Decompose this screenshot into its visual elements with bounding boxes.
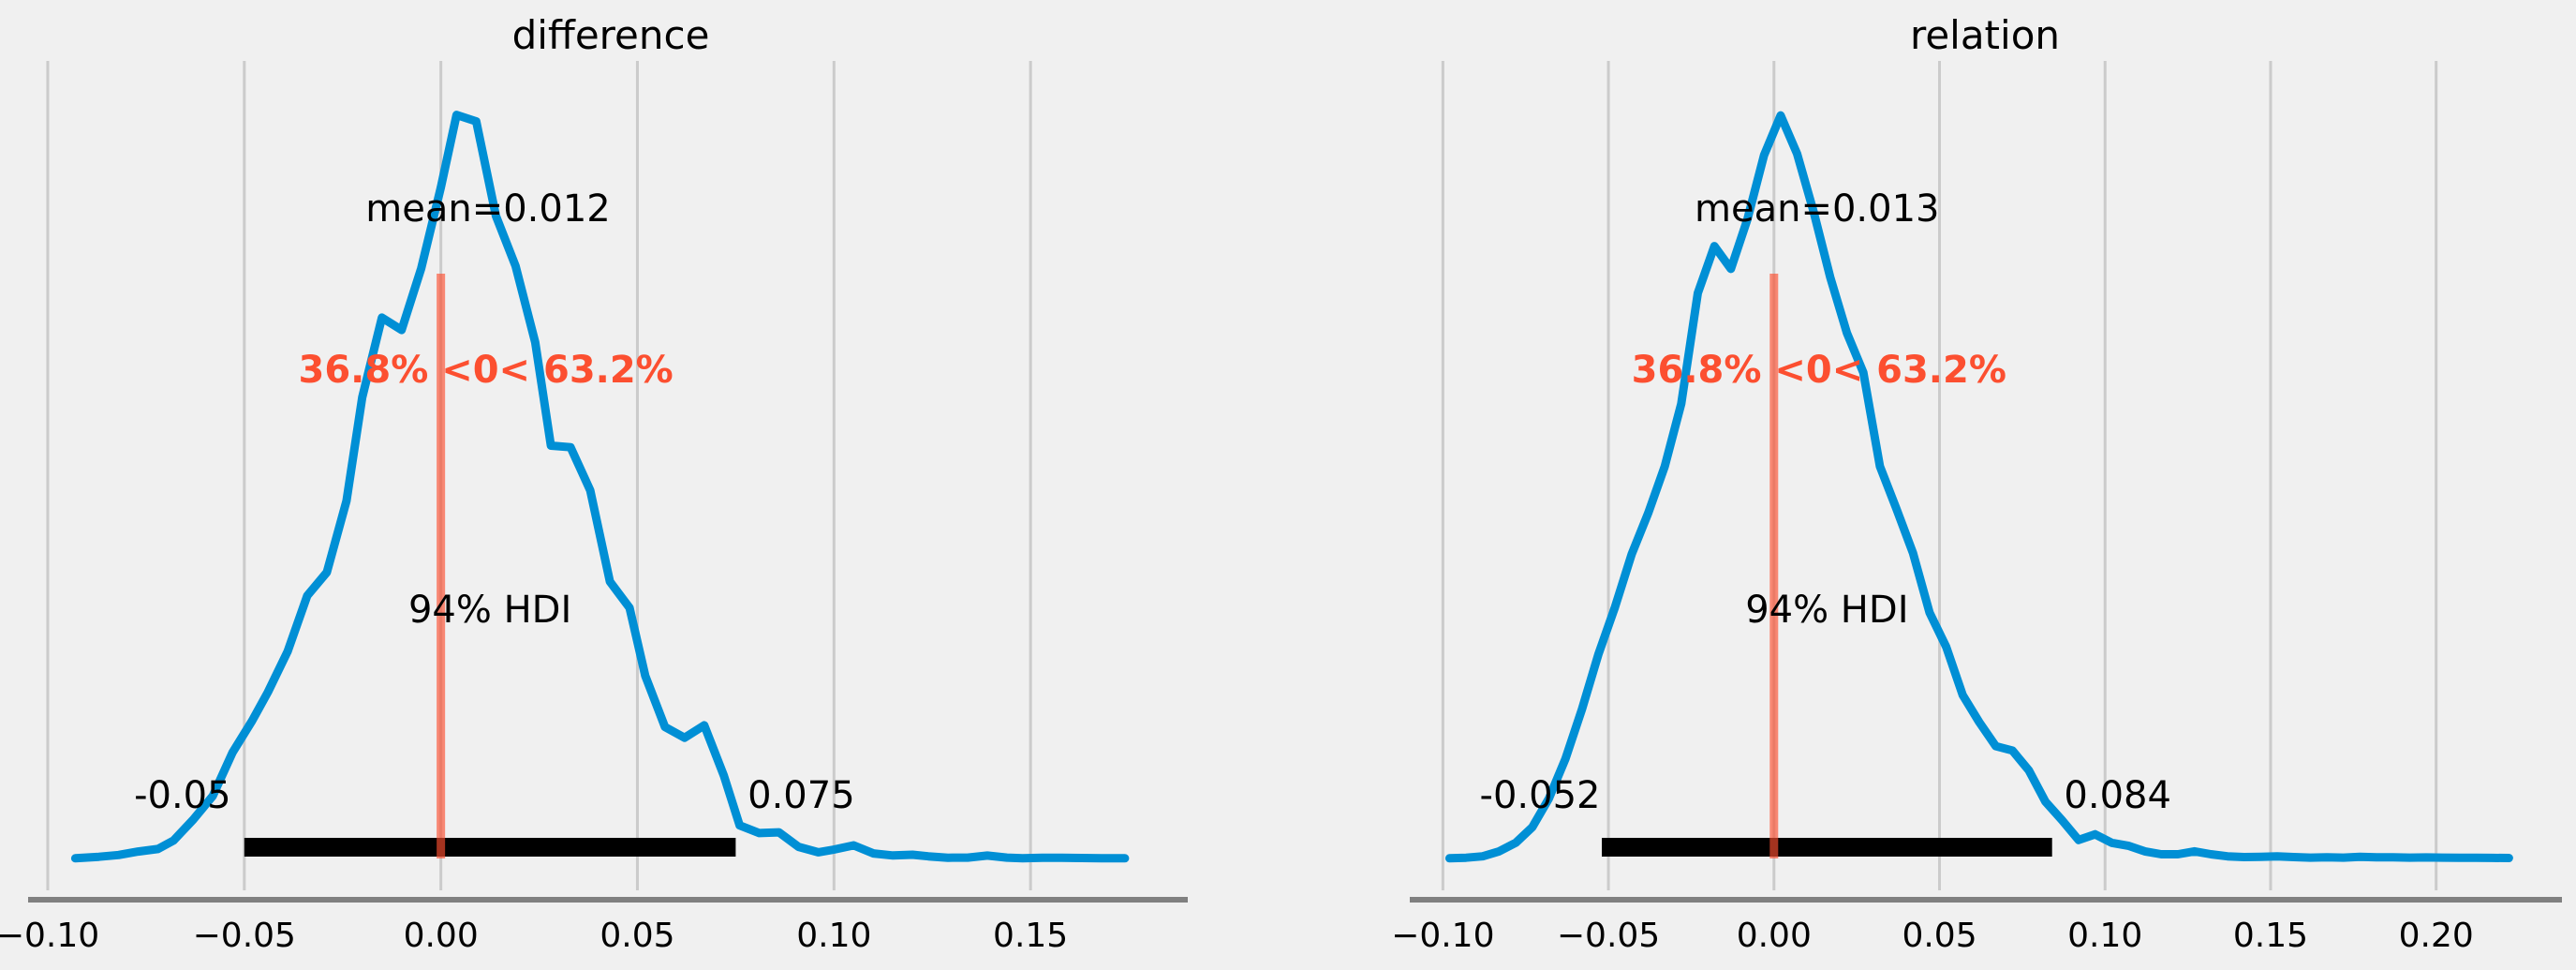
x-tick-label: −0.10 [0,917,99,955]
x-gridlines [1441,61,2438,890]
reference-label-difference: 36.8% <0< 63.2% [299,349,674,392]
hdi-low-label-difference: -0.05 [134,774,231,817]
hdi-high-label-difference: 0.075 [748,774,855,817]
x-tick-labels: −0.10 −0.05 0.00 0.05 0.10 0.15 [0,917,1068,955]
x-tick-label: −0.05 [193,917,296,955]
hdi-label-difference: 94% HDI [408,589,571,632]
x-tick-label: 0.20 [2399,917,2474,955]
x-gridlines [46,61,1032,890]
kde-curve-relation [1444,111,2513,863]
x-tick-label: −0.05 [1557,917,1660,955]
x-tick-label: 0.10 [2067,917,2142,955]
hdi-high-label-relation: 0.084 [2064,774,2171,817]
x-tick-label: 0.05 [600,917,674,955]
x-tick-label: 0.00 [1737,917,1812,955]
hdi-low-label-relation: -0.052 [1480,774,1601,817]
hdi-label-relation: 94% HDI [1745,589,1908,632]
x-tick-label: 0.00 [404,917,479,955]
kde-curve-difference [70,111,1130,863]
panel-title-relation: relation [1910,12,2060,58]
mean-label-difference: mean=0.012 [365,187,610,231]
panel-title-difference: difference [512,12,710,58]
mean-label-relation: mean=0.013 [1695,187,1939,231]
panel-relation: relation −0.10 −0.05 0.00 0.05 0.10 0.15 0.20 … [1391,12,2562,955]
x-tick-label: 0.15 [2233,917,2308,955]
reference-label-relation: 36.8% <0< 63.2% [1632,349,2006,392]
panel-difference: difference −0.10 −0.05 0.00 0.05 0.10 0.15 me… [0,12,1188,955]
x-tick-label: 0.10 [796,917,871,955]
x-tick-label: 0.05 [1902,917,1976,955]
x-tick-label: −0.10 [1391,917,1494,955]
x-tick-labels: −0.10 −0.05 0.00 0.05 0.10 0.15 0.20 [1391,917,2474,955]
x-tick-label: 0.15 [993,917,1068,955]
